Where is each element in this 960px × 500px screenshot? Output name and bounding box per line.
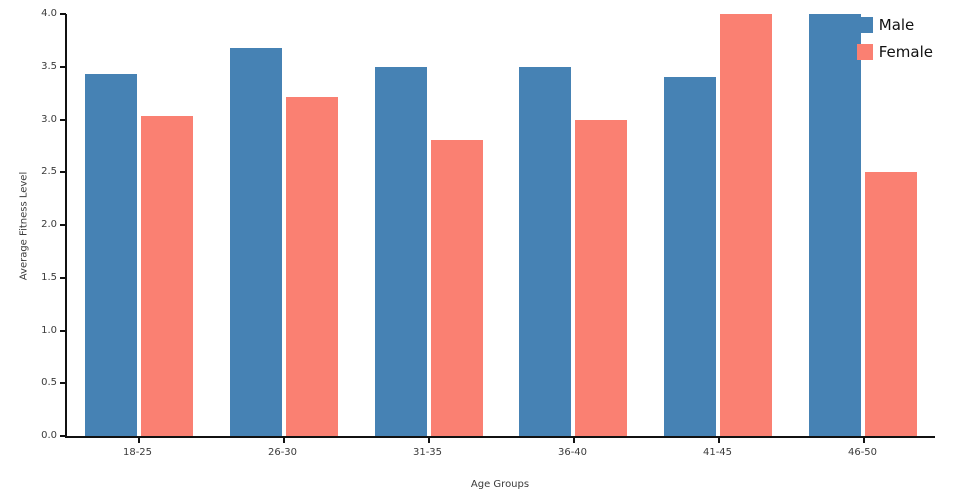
bar-group xyxy=(790,14,935,436)
legend-label: Female xyxy=(878,43,933,61)
x-tick-label: 46-50 xyxy=(790,438,935,458)
bar-female xyxy=(720,14,773,436)
bar-female xyxy=(864,172,917,436)
y-tick-label: 3.5 xyxy=(41,60,57,72)
y-tick-mark xyxy=(60,224,66,226)
x-tick-mark xyxy=(137,438,140,443)
x-tick-label: 18-25 xyxy=(65,438,210,458)
bar-group xyxy=(356,14,501,436)
bar-female xyxy=(575,119,628,436)
x-tick-mark xyxy=(572,438,575,443)
x-tick-label: 36-40 xyxy=(500,438,645,458)
bar-male xyxy=(519,66,572,436)
y-tick-label: 0.0 xyxy=(41,430,57,441)
bar-female xyxy=(430,139,483,436)
y-tick-label: 4.0 xyxy=(41,8,57,19)
bar-female xyxy=(286,97,338,436)
y-tick-label: 1.0 xyxy=(41,324,57,336)
legend-swatch xyxy=(856,44,873,60)
y-tick-label: 2.0 xyxy=(41,219,57,230)
y-tick-mark xyxy=(60,329,66,332)
bar-group xyxy=(646,14,791,436)
y-tick-mark xyxy=(60,65,66,68)
bar-male xyxy=(230,47,282,436)
legend-label: Male xyxy=(878,16,915,34)
bar-group xyxy=(501,14,646,436)
x-axis-title: Age Groups xyxy=(470,479,530,490)
bar-male xyxy=(374,66,427,436)
x-tick-label: 31-35 xyxy=(355,438,500,458)
legend-swatch xyxy=(856,17,873,33)
legend-item-female[interactable]: Female xyxy=(856,43,933,61)
y-tick-mark xyxy=(60,13,66,15)
x-tick-mark xyxy=(282,438,285,443)
y-tick-label: 3.0 xyxy=(41,113,57,125)
bar-female xyxy=(141,116,194,436)
bar-male xyxy=(85,74,138,436)
bar-groups xyxy=(67,14,935,436)
x-tick-mark xyxy=(717,438,720,443)
y-tick-label: 0.5 xyxy=(41,377,57,389)
y-tick-mark xyxy=(60,171,66,174)
legend: Male Female xyxy=(856,16,933,61)
bar-male xyxy=(664,77,717,436)
y-tick-mark xyxy=(60,118,66,121)
bar-male xyxy=(808,14,861,436)
y-tick-mark xyxy=(60,382,66,385)
x-tick-label: 41-45 xyxy=(645,438,790,458)
x-tick-mark xyxy=(427,438,430,443)
x-tick-label: 26-30 xyxy=(210,438,355,458)
bar-group xyxy=(67,14,212,436)
x-tick-mark xyxy=(862,438,865,443)
y-tick-mark xyxy=(60,435,66,437)
y-tick-label: 2.5 xyxy=(41,166,57,178)
plot-area: Male Female 0.0 0.5 1.0 1.5 2.0 2.5 3.0 3.5 4.0 xyxy=(41,9,935,441)
y-tick-mark xyxy=(60,276,66,279)
x-axis-tick-labels: 18-25 26-30 31-35 36-40 41-45 46-50 xyxy=(65,438,935,458)
legend-item-male[interactable]: Male xyxy=(856,16,933,34)
y-tick-label: 1.5 xyxy=(41,271,57,283)
bar-group xyxy=(212,14,357,436)
